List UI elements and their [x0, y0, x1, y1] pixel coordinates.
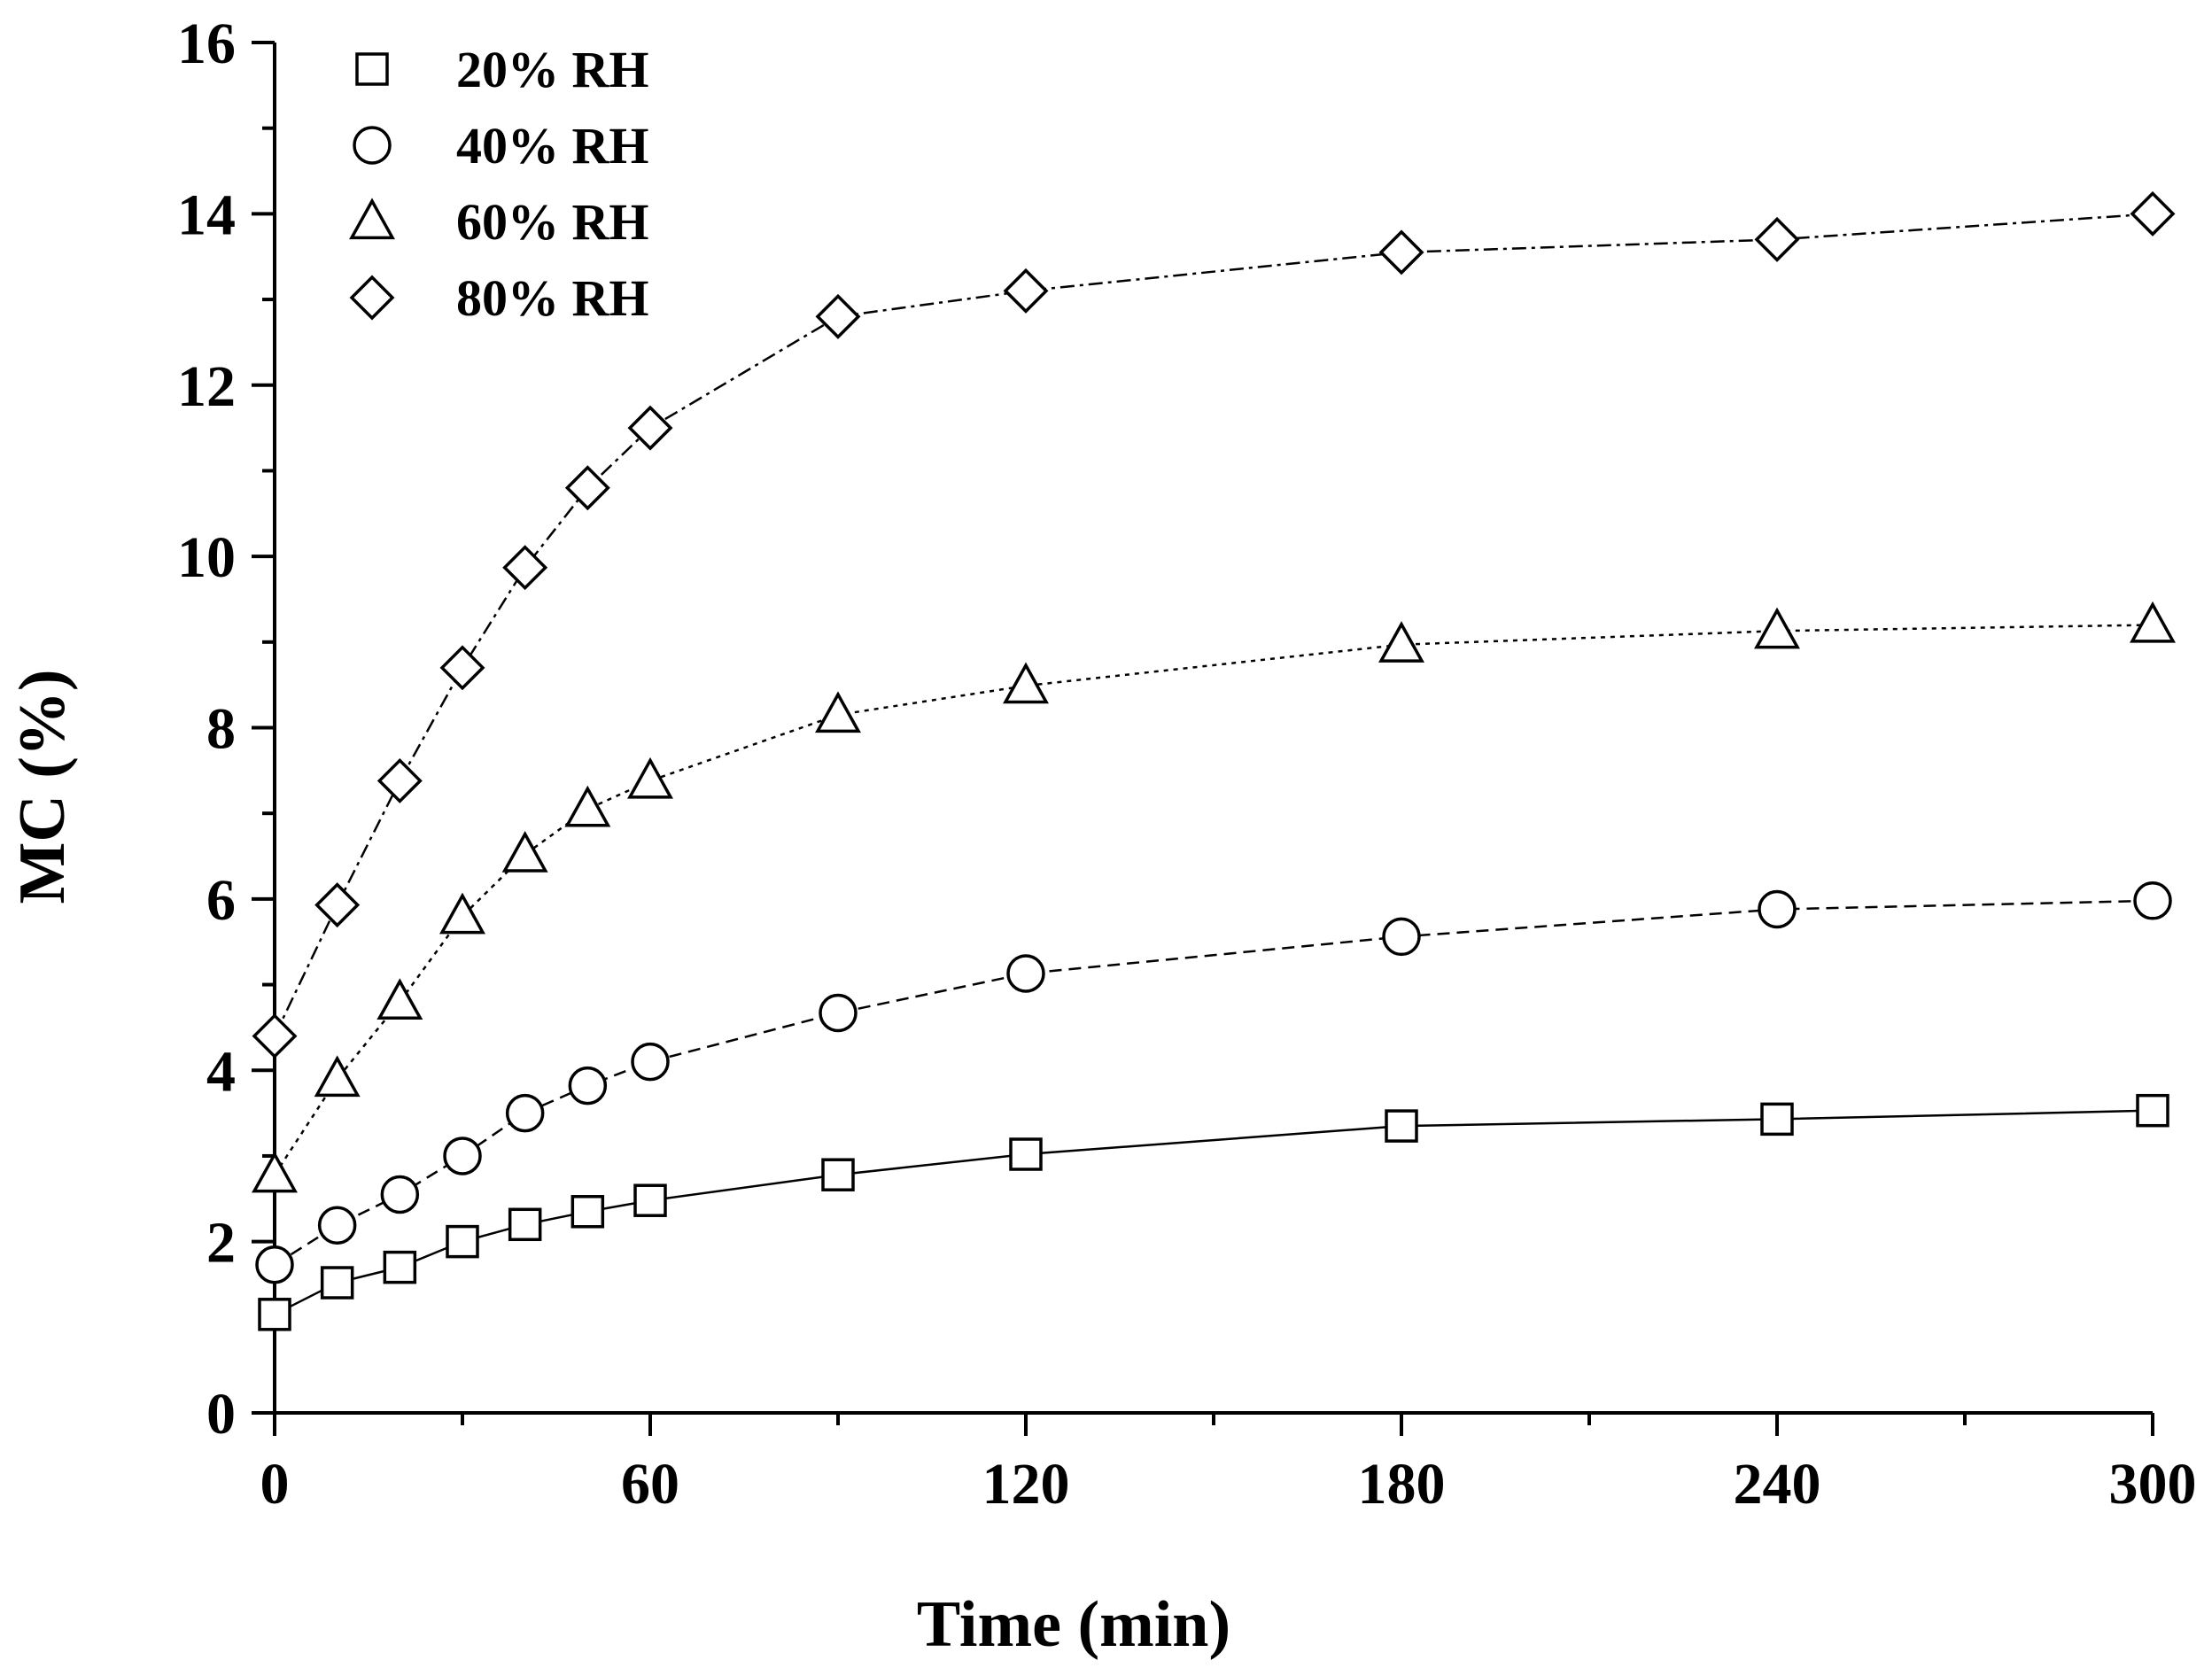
data-point [252, 1013, 298, 1059]
data-point [314, 882, 361, 928]
data-point [317, 1206, 357, 1245]
data-point [508, 1207, 542, 1242]
series-triangle [252, 601, 2176, 1193]
data-point [439, 892, 485, 935]
legend-marker [349, 198, 395, 240]
data-point [627, 756, 673, 799]
data-point [320, 1266, 354, 1299]
data-point [1385, 1109, 1418, 1143]
data-point [1758, 889, 1797, 929]
legend: 20% RH 40% RH 60% RH 80% RH [349, 41, 649, 327]
data-point [258, 1298, 291, 1331]
data-point [633, 1183, 667, 1217]
x-tick-label: 60 [621, 1452, 679, 1517]
data-point [314, 1055, 361, 1098]
data-point [564, 785, 611, 827]
data-point [2130, 601, 2176, 643]
data-point [627, 405, 673, 451]
series-diamond [252, 190, 2176, 1059]
series-circle [255, 881, 2172, 1284]
x-tick-label: 120 [982, 1452, 1070, 1517]
legend-label: 80% RH [456, 269, 649, 327]
data-point [1003, 662, 1049, 704]
x-tick-label: 0 [260, 1452, 290, 1517]
legend-marker [353, 126, 392, 165]
series-square [258, 1093, 2169, 1331]
legend-label: 40% RH [456, 117, 649, 175]
legend-marker [355, 52, 389, 86]
data-point [376, 978, 423, 1020]
series-line [274, 1109, 2154, 1315]
x-axis-label: Time (min) [917, 1588, 1230, 1661]
data-point [255, 1245, 294, 1284]
series-line [273, 213, 2154, 1037]
data-point [2130, 190, 2176, 237]
data-point [1760, 1102, 1794, 1137]
data-point [439, 645, 485, 691]
y-tick-label: 4 [206, 1039, 236, 1104]
y-tick-label: 14 [177, 182, 236, 247]
series-layer [252, 190, 2176, 1331]
data-point [2133, 881, 2172, 920]
data-point [564, 465, 610, 511]
data-point [1378, 229, 1424, 275]
series-line [273, 624, 2154, 1175]
data-point [1382, 917, 1421, 957]
legend-label: 60% RH [456, 193, 649, 251]
data-point [446, 1224, 479, 1259]
x-tick-label: 240 [1734, 1452, 1821, 1517]
data-point [1006, 954, 1045, 993]
data-point [815, 691, 861, 733]
y-tick-label: 12 [177, 354, 236, 419]
data-point [383, 1250, 417, 1284]
y-tick-label: 10 [177, 525, 236, 590]
data-point [252, 1151, 298, 1193]
data-point [1009, 1137, 1043, 1171]
series-line [274, 899, 2154, 1266]
data-point [570, 1195, 605, 1229]
data-point [376, 757, 423, 803]
data-point [1754, 607, 1800, 649]
x-tick-label: 180 [1358, 1452, 1446, 1517]
data-point [502, 545, 548, 591]
data-point [819, 993, 858, 1033]
legend-label: 20% RH [456, 41, 649, 98]
y-tick-label: 0 [206, 1382, 236, 1447]
data-point [1754, 216, 1800, 262]
axes: 0 2 4 6 8 10 12 14 16 0 60 120 180 240 300 [177, 12, 2197, 1517]
data-point [1378, 621, 1424, 663]
y-tick-label: 16 [177, 12, 236, 76]
data-point [821, 1158, 855, 1191]
data-point [2136, 1093, 2169, 1128]
y-tick-label: 2 [206, 1211, 236, 1276]
y-tick-label: 8 [206, 697, 236, 762]
data-point [380, 1175, 420, 1214]
data-point [815, 293, 861, 339]
data-point [631, 1042, 670, 1082]
y-axis-label: MC (%) [6, 669, 79, 904]
legend-marker [349, 275, 395, 321]
x-tick-label: 300 [2109, 1452, 2197, 1517]
y-tick-label: 6 [206, 868, 236, 933]
data-point [501, 830, 548, 873]
data-point [505, 1093, 545, 1133]
data-point [568, 1066, 608, 1106]
data-point [1003, 268, 1049, 314]
data-point [443, 1137, 482, 1175]
